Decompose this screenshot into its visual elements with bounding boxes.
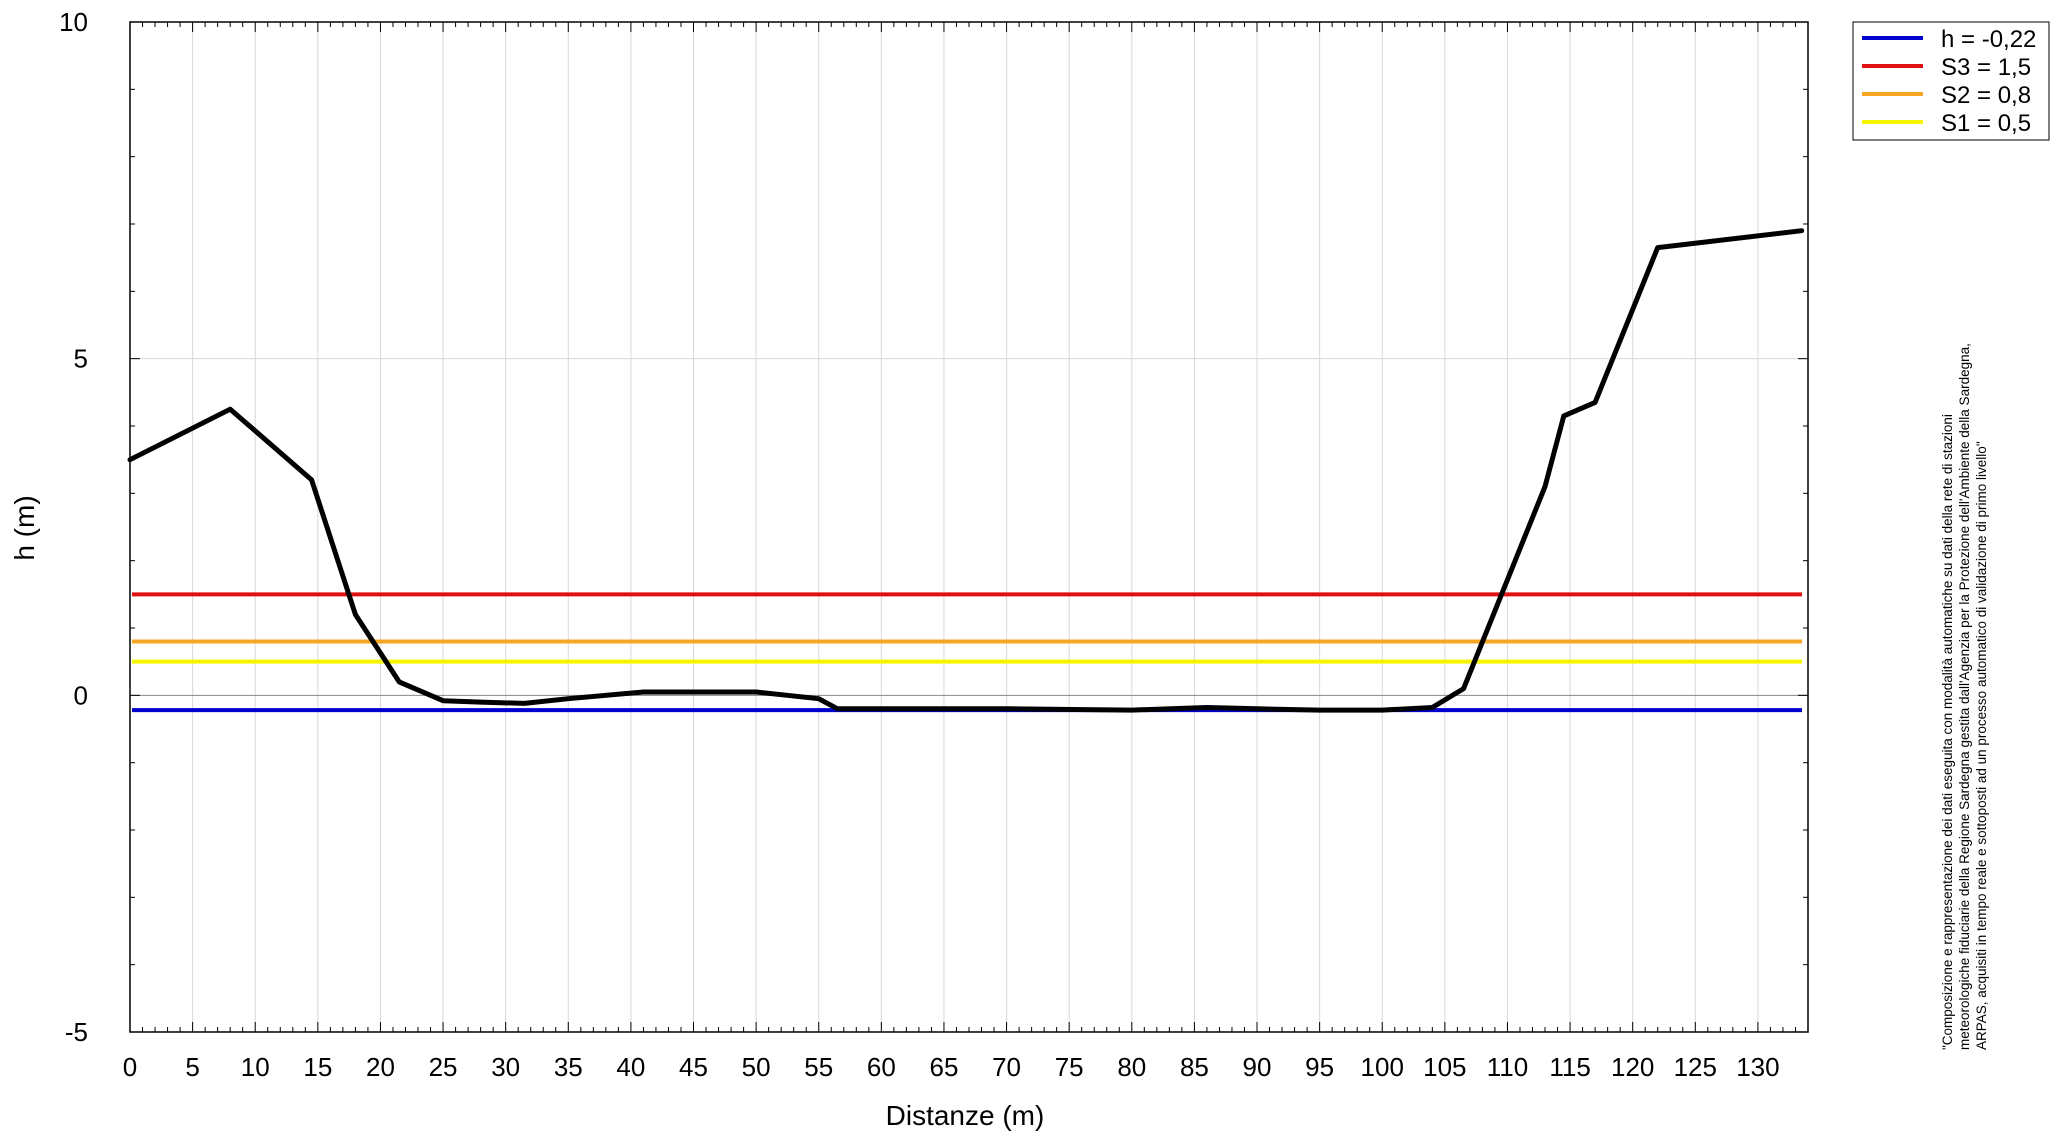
- x-tick-label: 110: [1487, 1052, 1528, 1082]
- x-tick-label: 55: [804, 1052, 833, 1082]
- legend-label: h = -0,22: [1941, 26, 2036, 53]
- legend-label: S2 = 0,8: [1941, 82, 2031, 109]
- disclaimer-note: "Composizione e rappresentazione dei dat…: [1940, 343, 1989, 1050]
- x-tick-label: 40: [616, 1052, 645, 1082]
- x-tick-label: 95: [1305, 1052, 1334, 1082]
- y-tick-label: 5: [74, 344, 88, 374]
- x-axis-title: Distanze (m): [886, 1100, 1045, 1131]
- x-tick-labels: 0 5 10 15 20 25 30 35 40 45 50 55 60 65 70 75 80 85 90 95 10…: [123, 1052, 1780, 1082]
- x-tick-label: 25: [429, 1052, 458, 1082]
- plot-frame: [129, 21, 1809, 1033]
- x-tick-label: 50: [742, 1052, 771, 1082]
- x-tick-label: 115: [1549, 1052, 1590, 1082]
- x-tick-label: 125: [1674, 1052, 1717, 1082]
- x-tick-label: 85: [1180, 1052, 1209, 1082]
- note-line: ARPAS, acquisiti in tempo reale e sottop…: [1974, 441, 1989, 1050]
- y-tick-labels: -5 0 5 10: [59, 7, 88, 1047]
- x-tick-label: 5: [185, 1052, 199, 1082]
- note-line: "Composizione e rappresentazione dei dat…: [1940, 414, 1955, 1050]
- axes: [129, 21, 1809, 1033]
- x-tick-label: 70: [992, 1052, 1021, 1082]
- legend-label: S3 = 1,5: [1941, 54, 2031, 81]
- y-tick-label: -5: [65, 1017, 88, 1047]
- note-line: meteorologiche fiduciarie della Regione …: [1957, 343, 1972, 1050]
- x-tick-label: 80: [1117, 1052, 1146, 1082]
- x-tick-label: 20: [366, 1052, 395, 1082]
- x-tick-label: 90: [1243, 1052, 1272, 1082]
- x-tick-label: 120: [1611, 1052, 1654, 1082]
- x-tick-label: 30: [491, 1052, 520, 1082]
- x-tick-label: 75: [1055, 1052, 1084, 1082]
- y-axis-title: h (m): [9, 495, 40, 560]
- x-tick-label: 10: [241, 1052, 270, 1082]
- profile-line: [127, 228, 1805, 713]
- x-tick-label: 35: [554, 1052, 583, 1082]
- x-tick-label: 130: [1736, 1052, 1779, 1082]
- x-tick-label: 60: [867, 1052, 896, 1082]
- x-tick-label: 65: [929, 1052, 958, 1082]
- y-tick-label: 0: [74, 680, 88, 710]
- legend-label: S1 = 0,5: [1941, 110, 2031, 137]
- x-tick-label: 45: [679, 1052, 708, 1082]
- x-tick-label: 105: [1423, 1052, 1466, 1082]
- x-tick-label: 15: [303, 1052, 332, 1082]
- profile-layer: [127, 228, 1805, 713]
- x-tick-label: 0: [123, 1052, 137, 1082]
- y-tick-label: 10: [59, 7, 88, 37]
- x-tick-label: 100: [1361, 1052, 1404, 1082]
